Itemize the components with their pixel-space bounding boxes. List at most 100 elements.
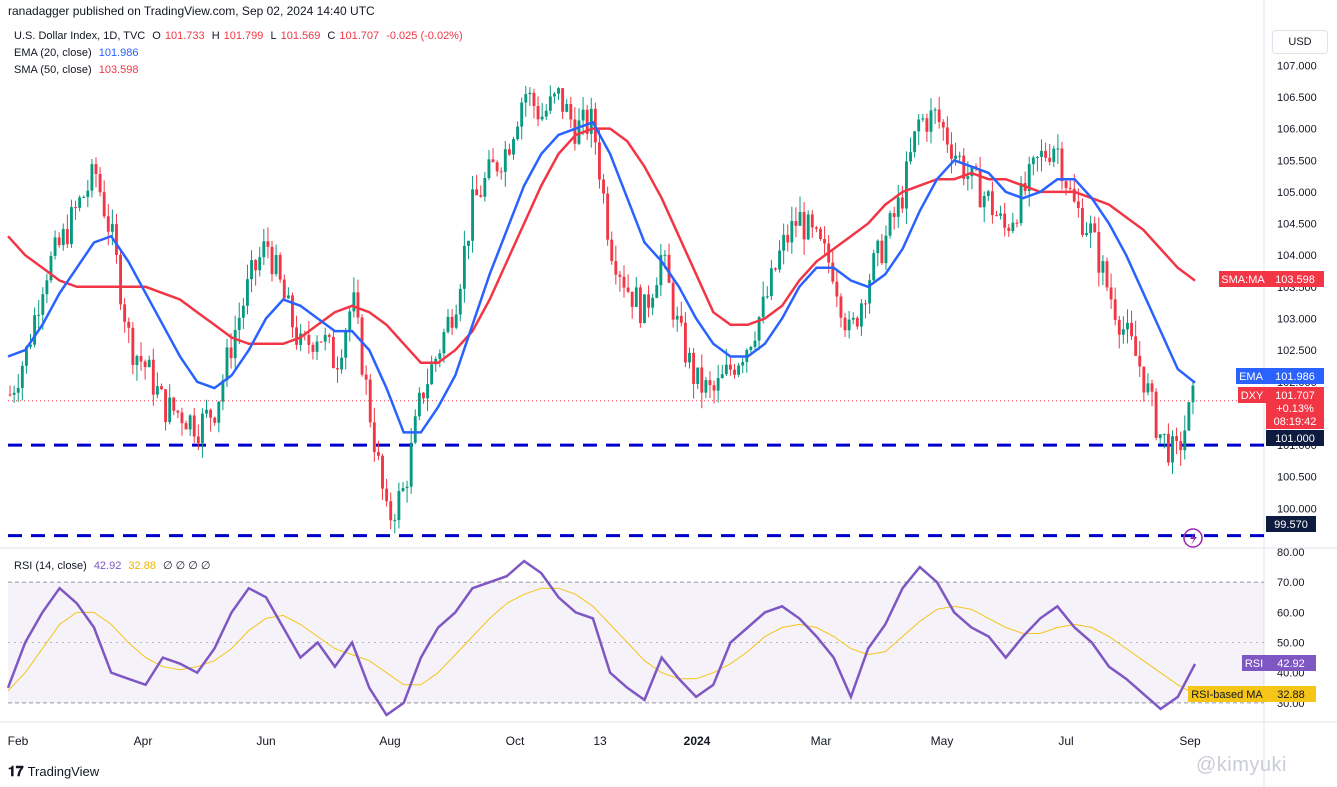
sma-legend[interactable]: SMA (50, close) 103.598	[14, 64, 142, 76]
candle-body	[643, 294, 646, 324]
candle-body	[184, 423, 188, 430]
candle-body	[1097, 232, 1101, 273]
candle-body	[311, 344, 315, 352]
close-value: 101.707	[339, 30, 380, 42]
candle-body	[610, 239, 614, 262]
ema-value: 101.986	[98, 47, 139, 59]
high-label: H	[211, 30, 220, 42]
candle-body	[364, 374, 368, 380]
candle-body	[12, 392, 16, 395]
candle-body	[729, 364, 732, 370]
candle-series[interactable]	[8, 85, 1195, 534]
candle-body	[1179, 440, 1183, 451]
tradingview-brand: TradingView	[27, 764, 100, 779]
price-tick-label: 103.000	[1277, 313, 1317, 325]
candle-body	[900, 197, 904, 209]
ema-badge: EMA 101.986	[1236, 368, 1324, 384]
candle-body	[1064, 181, 1068, 188]
ema-line[interactable]	[7, 120, 1196, 434]
candle-body	[716, 378, 720, 391]
time-tick-label: Jun	[256, 734, 275, 748]
rsi-tick-label: 60.00	[1277, 607, 1305, 619]
candle-body	[1027, 164, 1031, 192]
level-101-value: 101.000	[1275, 433, 1315, 445]
candle-body	[475, 189, 479, 196]
candle-body	[782, 234, 786, 251]
candle-body	[295, 327, 298, 345]
candle-body	[417, 392, 421, 417]
candle-body	[581, 109, 585, 121]
candle-body	[945, 127, 949, 145]
candle-body	[888, 213, 892, 236]
candle-body	[331, 336, 335, 369]
tradingview-logo[interactable]: 𝟏𝟕 TradingView	[8, 763, 99, 780]
candle-body	[659, 255, 663, 286]
candle-body	[970, 166, 974, 177]
price-tick-label: 104.500	[1277, 219, 1317, 231]
candle-body	[1076, 201, 1080, 209]
price-tick-label: 106.500	[1277, 92, 1317, 104]
sma-line[interactable]	[7, 127, 1196, 365]
lightning-icon[interactable]	[1183, 528, 1203, 548]
candle-body	[724, 364, 728, 375]
candle-body	[139, 356, 143, 362]
candle-body	[868, 280, 872, 304]
candle-body	[299, 333, 303, 345]
candle-body	[1007, 227, 1011, 232]
candle-body	[37, 314, 41, 316]
candle-body	[962, 155, 966, 179]
candle-body	[286, 295, 290, 299]
candle-body	[1191, 385, 1195, 403]
candle-body	[512, 139, 515, 155]
ema-badge-name: EMA	[1239, 371, 1264, 383]
ema-legend[interactable]: EMA (20, close) 101.986	[14, 47, 142, 59]
candle-body	[552, 93, 556, 97]
candle-body	[671, 282, 675, 320]
candle-body	[409, 442, 413, 487]
price-axis[interactable]: 107.000 106.500 106.000 105.500 105.000 104.5…	[1277, 60, 1317, 515]
candle-body	[741, 362, 745, 366]
open-label: O	[152, 30, 161, 42]
candle-body	[1183, 430, 1187, 451]
rsi-ma-line[interactable]	[7, 587, 1196, 695]
rsi-tick-label: 80.00	[1277, 547, 1305, 559]
candle-body	[786, 234, 790, 243]
candle-body	[352, 292, 356, 312]
candle-body	[1019, 183, 1023, 224]
candle-body	[1146, 383, 1150, 393]
rsi-line[interactable]	[6, 559, 1197, 717]
candle-body	[78, 197, 82, 208]
candle-body	[516, 126, 520, 140]
rsi-legend[interactable]: RSI (14, close) 42.92 32.88 ∅ ∅ ∅ ∅	[14, 559, 215, 572]
candle-body	[655, 285, 659, 298]
candle-body	[929, 110, 933, 132]
candle-body	[921, 118, 925, 120]
candle-body	[810, 214, 814, 228]
candle-body	[503, 149, 507, 172]
currency-button[interactable]: USD	[1272, 30, 1328, 54]
candle-body	[274, 255, 278, 275]
candle-body	[438, 353, 442, 359]
candle-body	[209, 409, 213, 418]
candle-body	[675, 315, 679, 320]
candle-body	[1011, 222, 1015, 232]
rsi-badge-name: RSI	[1245, 658, 1263, 670]
time-axis[interactable]: Feb Apr Jun Aug Oct 13 2024 Mar May Jul Sep	[8, 734, 1201, 748]
candle-body	[340, 357, 344, 370]
candle-body	[647, 294, 651, 308]
low-label: L	[270, 30, 277, 42]
candle-body	[123, 304, 127, 322]
symbol-name[interactable]: U.S. Dollar Index, 1D, TVC	[14, 30, 146, 42]
candle-body	[798, 212, 802, 226]
candle-body	[749, 346, 753, 350]
candle-body	[90, 164, 94, 191]
candle-body	[65, 229, 69, 245]
candle-body	[1044, 150, 1048, 158]
candle-body	[573, 119, 577, 144]
candle-body	[176, 410, 180, 413]
candle-body	[622, 276, 626, 288]
published-header: ranadagger published on TradingView.com,…	[8, 4, 375, 18]
candle-body	[999, 213, 1003, 216]
